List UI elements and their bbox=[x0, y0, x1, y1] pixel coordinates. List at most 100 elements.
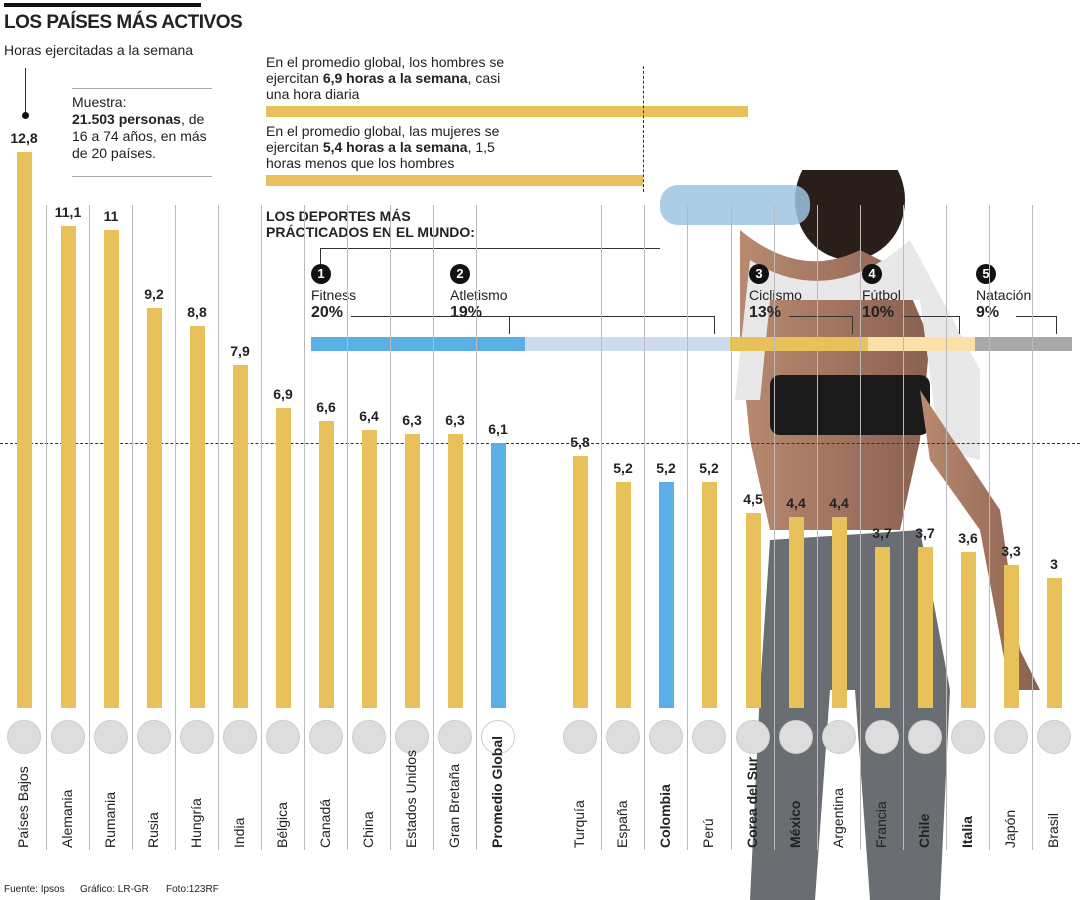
country-label: Estados Unidos bbox=[403, 749, 419, 848]
sport-share-segment bbox=[975, 337, 1072, 351]
flag-icon bbox=[736, 720, 770, 754]
country-label: México bbox=[787, 800, 803, 848]
flag-icon bbox=[951, 720, 985, 754]
sport-share-segment bbox=[868, 337, 975, 351]
sport-name: Atletismo bbox=[450, 287, 508, 303]
sport-leader bbox=[1016, 316, 1057, 334]
country-label: Rusia bbox=[145, 812, 161, 848]
bar-value-label: 12,8 bbox=[10, 130, 38, 146]
bar-value-label: 11 bbox=[103, 208, 119, 225]
bar bbox=[319, 421, 334, 708]
women-hours: 5,4 horas a la semana bbox=[322, 139, 468, 155]
bar bbox=[104, 230, 119, 708]
sport-name: Ciclismo bbox=[749, 287, 802, 303]
column-separator bbox=[304, 205, 305, 850]
column-separator bbox=[433, 205, 434, 850]
country-label: Chile bbox=[916, 813, 932, 848]
bar bbox=[918, 547, 933, 708]
flag-icon bbox=[266, 720, 300, 754]
flag-icon bbox=[606, 720, 640, 754]
bar-value-label: 5,2 bbox=[699, 460, 719, 477]
flag-icon bbox=[692, 720, 726, 754]
column-separator bbox=[347, 205, 348, 850]
men-note-text: En el promedio global, los hombres se ej… bbox=[266, 54, 505, 86]
bar-value-label: 6,1 bbox=[488, 421, 508, 438]
country-label: Turquía bbox=[571, 800, 587, 848]
sport-leader bbox=[789, 316, 853, 334]
bar-value-label: 11,1 bbox=[54, 203, 82, 220]
bar-value-label: 6,9 bbox=[273, 386, 293, 403]
sport-rank-badge: 4 bbox=[862, 264, 882, 284]
bar-value-label: 6,4 bbox=[359, 408, 379, 424]
bar-value-label: 4,4 bbox=[829, 494, 849, 511]
bar bbox=[1047, 577, 1062, 708]
chart-subtitle: Horas ejercitadas a la semana bbox=[4, 42, 194, 58]
flag-icon bbox=[51, 720, 85, 754]
bar bbox=[190, 325, 205, 708]
sport-leader bbox=[351, 316, 510, 334]
flag-icon bbox=[908, 720, 942, 754]
country-label: Países Bajos bbox=[15, 766, 31, 848]
bar bbox=[789, 516, 804, 708]
bar-value-label: 3 bbox=[1050, 555, 1058, 572]
bar-value-label: 5,8 bbox=[570, 434, 590, 451]
sport-percent: 9% bbox=[976, 304, 1000, 321]
sport-name: Natación bbox=[976, 287, 1032, 303]
column-separator bbox=[860, 205, 861, 850]
men-note: En el promedio global, los hombres se ej… bbox=[266, 54, 526, 102]
bar bbox=[616, 482, 631, 708]
country-label: Argentina bbox=[830, 788, 846, 848]
sport-share-segment bbox=[525, 337, 730, 351]
leader-dot bbox=[22, 112, 29, 119]
bar bbox=[961, 551, 976, 708]
sample-label: Muestra: bbox=[72, 94, 127, 110]
flag-icon bbox=[865, 720, 899, 754]
men-hours: 6,9 horas a la semana bbox=[322, 70, 468, 86]
women-bar bbox=[266, 175, 643, 186]
column-separator bbox=[817, 205, 818, 850]
bar-value-label: 3,6 bbox=[958, 529, 978, 546]
bar-value-label: 4,5 bbox=[743, 490, 763, 507]
bar-value-label: 3,7 bbox=[872, 525, 892, 542]
bar bbox=[573, 456, 588, 708]
flag-icon bbox=[309, 720, 343, 754]
women-note: En el promedio global, las mujeres se ej… bbox=[266, 123, 526, 171]
column-separator bbox=[1032, 205, 1033, 850]
sport-leader bbox=[490, 316, 715, 334]
country-label: India bbox=[231, 817, 247, 848]
flag-icon bbox=[1037, 720, 1071, 754]
women-note-end: , 1,5 horas menos que los hombres bbox=[266, 139, 495, 171]
source: Fuente: Ipsos bbox=[4, 884, 65, 895]
bar-value-label: 9,2 bbox=[144, 286, 164, 303]
column-separator bbox=[687, 205, 688, 850]
country-label: Bélgica bbox=[274, 802, 290, 848]
column-separator bbox=[946, 205, 947, 850]
country-label: Japón bbox=[1002, 809, 1018, 848]
country-label: España bbox=[614, 800, 630, 848]
sports-title: LOS DEPORTES MÁS PRÁCTICADOS EN EL MUNDO… bbox=[266, 208, 475, 240]
bar-value-label: 8,8 bbox=[187, 303, 207, 320]
sports-leader bbox=[320, 248, 660, 264]
bar-value-label: 4,4 bbox=[786, 494, 806, 511]
country-label: Canadá bbox=[317, 798, 333, 848]
title-rule bbox=[4, 3, 201, 7]
column-separator bbox=[261, 205, 262, 850]
graphic-credit: Gráfico: LR-GR bbox=[80, 884, 149, 895]
sport-leader bbox=[902, 316, 960, 334]
column-separator bbox=[476, 205, 477, 850]
country-label: Colombia bbox=[657, 784, 673, 848]
country-label: China bbox=[360, 811, 376, 848]
bar-value-label: 6,3 bbox=[445, 412, 465, 429]
bar-value-label: 3,3 bbox=[1001, 542, 1021, 559]
bar-value-label: 6,3 bbox=[402, 412, 422, 429]
flag-icon bbox=[822, 720, 856, 754]
flag-icon bbox=[481, 720, 515, 754]
sport-name: Fútbol bbox=[862, 287, 901, 303]
column-separator bbox=[132, 205, 133, 850]
bar bbox=[61, 225, 76, 708]
country-label: Brasil bbox=[1045, 812, 1061, 848]
bar bbox=[491, 443, 506, 708]
column-separator bbox=[903, 205, 904, 850]
flag-icon bbox=[395, 720, 429, 754]
country-label: Rumania bbox=[102, 791, 118, 848]
